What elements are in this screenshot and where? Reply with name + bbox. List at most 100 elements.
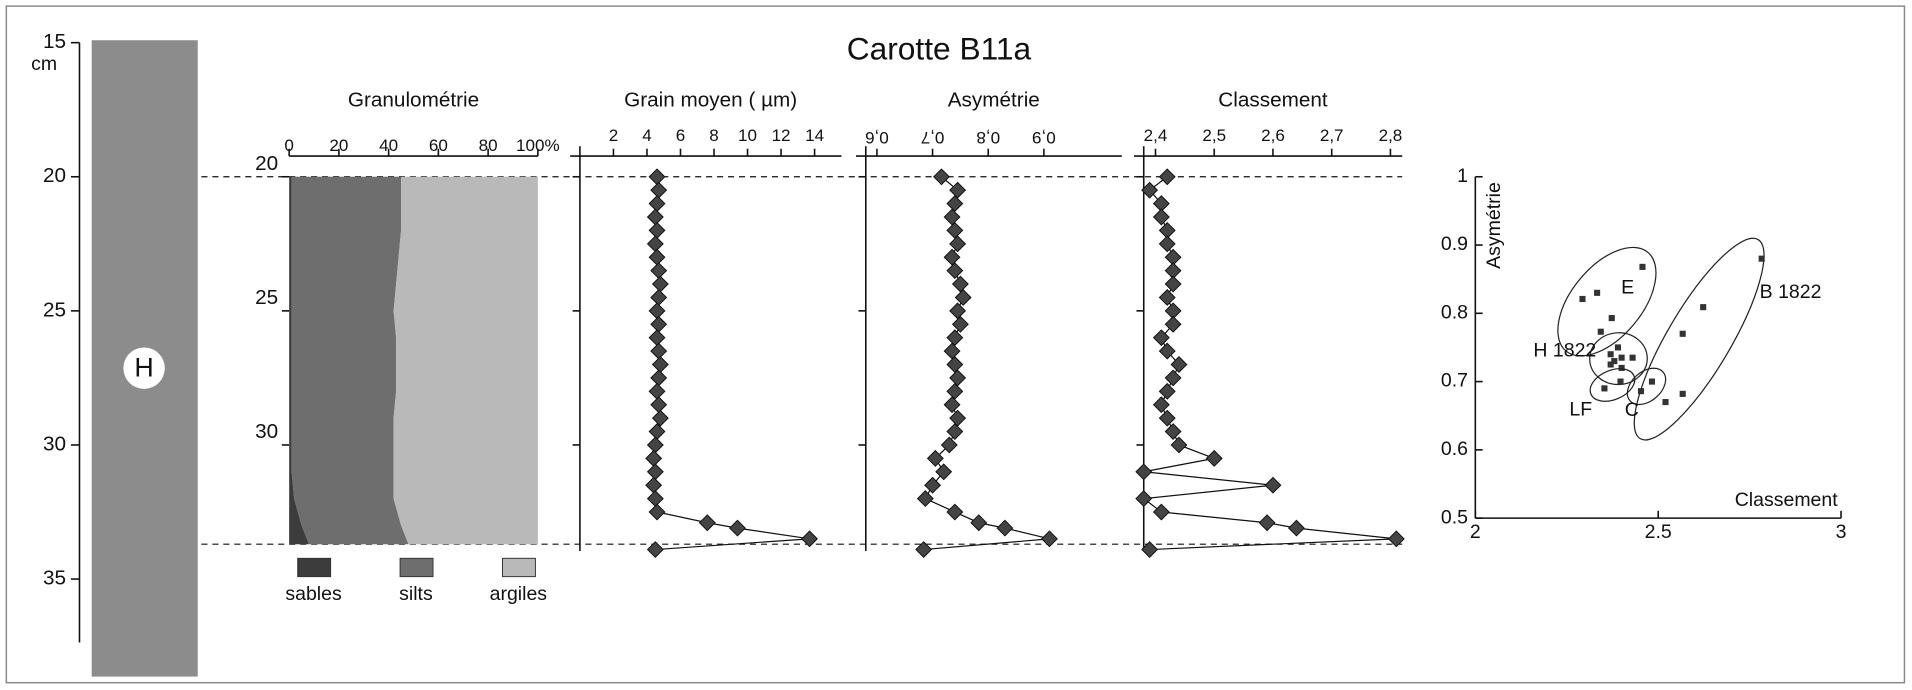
x-tick-label: 2 xyxy=(609,126,618,145)
point xyxy=(646,208,664,226)
point xyxy=(1662,399,1669,406)
y-tick-label: 0.9 xyxy=(1441,233,1468,255)
point xyxy=(1135,490,1153,508)
point xyxy=(1158,289,1176,306)
point xyxy=(646,436,664,454)
point xyxy=(1141,541,1159,559)
point xyxy=(650,181,668,199)
point xyxy=(1141,181,1159,199)
point xyxy=(1152,329,1170,347)
panel-title: Granulométrie xyxy=(348,89,479,112)
area xyxy=(289,176,310,545)
point xyxy=(946,262,964,280)
point xyxy=(1170,356,1188,373)
frame xyxy=(5,5,1906,684)
x-axis-label: Classement xyxy=(1735,489,1839,511)
point xyxy=(1158,409,1176,427)
depth-tick-label: 25 xyxy=(43,298,66,321)
legend-label: argiles xyxy=(490,583,548,605)
point xyxy=(1579,295,1586,303)
point xyxy=(648,423,666,441)
point xyxy=(1158,382,1176,400)
point xyxy=(943,396,961,414)
point xyxy=(646,235,664,253)
point xyxy=(698,514,716,532)
point xyxy=(1170,436,1188,454)
point xyxy=(935,463,953,481)
x-tick-label: 14 xyxy=(805,126,824,145)
group-label: C xyxy=(1625,399,1639,421)
point xyxy=(650,315,668,333)
point xyxy=(1164,315,1182,333)
x-tick-label: 2.5 xyxy=(1645,521,1672,543)
point xyxy=(1608,315,1615,322)
depth-tick-label: 35 xyxy=(43,567,66,590)
x-tick-label: 12 xyxy=(772,126,791,145)
x-tick-label: 6 xyxy=(676,126,685,145)
legend-label: sables xyxy=(285,583,342,605)
point xyxy=(1040,530,1058,548)
point xyxy=(1637,388,1645,395)
point xyxy=(648,503,666,521)
point xyxy=(1614,344,1622,351)
point xyxy=(1164,423,1182,441)
point xyxy=(1258,514,1276,532)
point xyxy=(648,329,666,347)
point xyxy=(646,463,664,481)
point xyxy=(1618,354,1625,361)
x-tick-label: 0,9 xyxy=(1032,128,1056,147)
group-label: B 1822 xyxy=(1760,281,1822,303)
point xyxy=(1607,351,1614,358)
point xyxy=(1288,519,1305,537)
point xyxy=(970,514,988,532)
y-tick-label: 20 xyxy=(255,152,278,175)
x-tick-label: 2,5 xyxy=(1202,126,1226,145)
group-outline xyxy=(1626,367,1667,406)
point xyxy=(1618,364,1625,371)
point xyxy=(1648,378,1656,385)
point xyxy=(651,275,669,293)
point xyxy=(650,342,668,360)
x-tick-label: 40 xyxy=(379,136,398,155)
legend-label: silts xyxy=(399,583,433,605)
x-tick-label: 2 xyxy=(1470,521,1481,543)
panel-title: Asymétrie xyxy=(948,89,1040,112)
point xyxy=(946,221,964,239)
point xyxy=(1135,463,1153,481)
point xyxy=(943,342,961,360)
point xyxy=(648,168,666,186)
y-tick-label: 0.5 xyxy=(1441,506,1468,528)
x-tick-label: 2,4 xyxy=(1144,126,1168,145)
point xyxy=(648,382,666,400)
profile-line xyxy=(923,176,1050,551)
point xyxy=(1152,503,1170,521)
point xyxy=(1594,289,1601,296)
legend-swatch xyxy=(297,557,332,578)
group-outline xyxy=(1633,237,1765,441)
x-tick-label: 8 xyxy=(709,126,718,145)
point xyxy=(946,423,964,441)
y-axis-label: Asymétrie xyxy=(1483,182,1505,269)
y-tick-label: 0.8 xyxy=(1441,301,1468,323)
legend-swatch xyxy=(399,557,434,578)
point xyxy=(650,369,668,387)
legend-swatch xyxy=(502,557,536,578)
point xyxy=(996,519,1014,537)
x-tick-label: 2,6 xyxy=(1261,126,1285,145)
x-tick-label: 80 xyxy=(479,136,498,155)
point xyxy=(924,476,942,494)
depth-tick-label: 30 xyxy=(43,432,66,455)
point xyxy=(1152,195,1170,213)
point xyxy=(1164,262,1182,280)
point xyxy=(645,449,663,467)
x-tick-label: 10 xyxy=(738,126,757,145)
point xyxy=(949,181,967,199)
point xyxy=(949,235,967,253)
point xyxy=(1164,302,1182,320)
point xyxy=(946,329,964,347)
point xyxy=(1264,476,1282,494)
point xyxy=(648,221,666,239)
x-tick-label: 0,6 xyxy=(865,128,889,147)
